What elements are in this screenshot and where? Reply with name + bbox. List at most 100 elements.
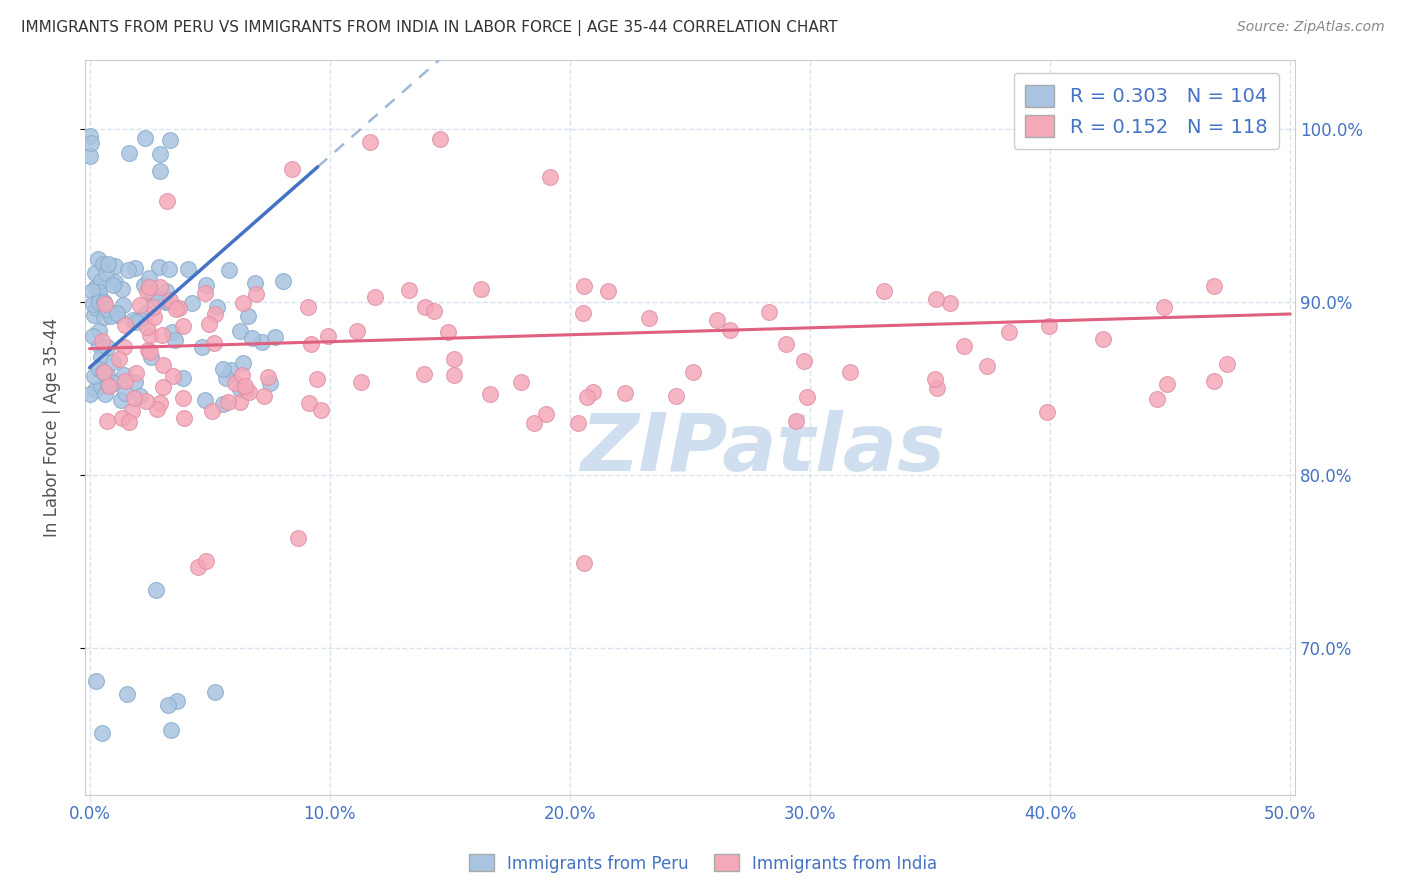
Point	[204, 307, 226, 321]
Point	[135, 319, 157, 334]
Point	[443, 368, 465, 382]
Point	[162, 325, 184, 339]
Point	[145, 582, 167, 597]
Point	[124, 260, 146, 275]
Point	[758, 305, 780, 319]
Point	[1202, 279, 1225, 293]
Point	[346, 324, 368, 338]
Point	[94, 266, 117, 280]
Point	[429, 132, 451, 146]
Point	[212, 362, 235, 376]
Point	[159, 133, 181, 147]
Point	[287, 531, 309, 545]
Point	[159, 723, 181, 737]
Point	[229, 382, 252, 396]
Point	[114, 318, 136, 333]
Point	[90, 726, 112, 740]
Point	[143, 310, 166, 324]
Point	[155, 284, 177, 298]
Point	[90, 350, 112, 364]
Point	[953, 339, 976, 353]
Point	[159, 293, 181, 308]
Point	[103, 376, 125, 390]
Point	[576, 390, 599, 404]
Point	[89, 362, 111, 376]
Point	[103, 260, 125, 274]
Point	[194, 392, 217, 407]
Point	[122, 391, 145, 405]
Point	[101, 278, 124, 293]
Point	[94, 297, 117, 311]
Point	[145, 291, 167, 305]
Y-axis label: In Labor Force | Age 35-44: In Labor Force | Age 35-44	[44, 318, 60, 537]
Point	[1146, 392, 1168, 406]
Point	[1156, 377, 1178, 392]
Point	[155, 294, 177, 309]
Point	[82, 329, 104, 343]
Point	[191, 340, 214, 354]
Point	[177, 262, 200, 277]
Point	[124, 375, 146, 389]
Point	[297, 301, 319, 315]
Point	[97, 257, 120, 271]
Point	[96, 413, 118, 427]
Point	[187, 559, 209, 574]
Point	[83, 369, 105, 384]
Point	[238, 384, 260, 399]
Text: Source: ZipAtlas.com: Source: ZipAtlas.com	[1237, 20, 1385, 34]
Point	[1215, 357, 1237, 371]
Point	[219, 363, 242, 377]
Point	[146, 402, 169, 417]
Point	[665, 389, 688, 403]
Point	[682, 365, 704, 379]
Point	[316, 329, 339, 343]
Point	[224, 376, 246, 390]
Point	[233, 379, 256, 393]
Point	[232, 296, 254, 310]
Point	[925, 293, 948, 307]
Point	[132, 278, 155, 293]
Point	[97, 378, 120, 392]
Point	[796, 390, 818, 404]
Point	[235, 383, 257, 397]
Point	[359, 136, 381, 150]
Point	[364, 290, 387, 304]
Point	[567, 416, 589, 430]
Point	[112, 340, 135, 354]
Point	[149, 147, 172, 161]
Point	[125, 315, 148, 329]
Point	[1038, 319, 1060, 334]
Point	[305, 371, 328, 385]
Point	[838, 365, 860, 379]
Point	[79, 148, 101, 162]
Point	[104, 275, 127, 289]
Point	[101, 355, 124, 369]
Point	[79, 129, 101, 144]
Point	[470, 283, 492, 297]
Point	[172, 371, 194, 385]
Point	[141, 286, 163, 301]
Point	[259, 376, 281, 391]
Point	[90, 274, 112, 288]
Point	[718, 323, 741, 337]
Point	[413, 300, 436, 314]
Point	[1153, 300, 1175, 314]
Point	[924, 372, 946, 386]
Point	[523, 416, 546, 430]
Point	[510, 375, 533, 389]
Point	[89, 337, 111, 351]
Point	[110, 282, 132, 296]
Point	[166, 694, 188, 708]
Point	[86, 252, 108, 267]
Text: ZIPatlas: ZIPatlas	[581, 410, 945, 489]
Point	[793, 354, 815, 368]
Point	[212, 397, 235, 411]
Point	[89, 324, 111, 338]
Point	[156, 698, 179, 712]
Point	[264, 330, 287, 344]
Point	[167, 301, 190, 316]
Point	[1092, 332, 1115, 346]
Point	[205, 301, 228, 315]
Point	[149, 163, 172, 178]
Point	[114, 386, 136, 401]
